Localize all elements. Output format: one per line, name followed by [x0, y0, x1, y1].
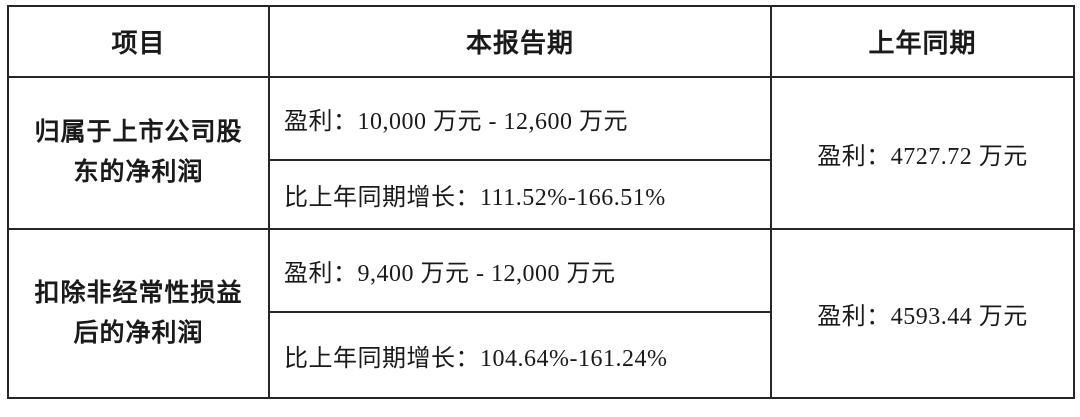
- net-profit-current-range: 盈利：10,000 万元 - 12,600 万元: [268, 76, 772, 161]
- net-profit-prior-value: 盈利：4727.72 万元: [770, 76, 1075, 230]
- table-row: 扣除非经常性损益 后的净利润 盈利：9,400 万元 - 12,000 万元 盈…: [7, 228, 1075, 399]
- row-label-net-profit-excl-nonrecurring: 扣除非经常性损益 后的净利润: [7, 228, 270, 399]
- header-current-period: 本报告期: [268, 5, 772, 78]
- table-row: 比上年同期增长：104.64%-161.24%: [8, 311, 1074, 399]
- header-item: 项目: [7, 5, 270, 78]
- row-label-net-profit-attributable: 归属于上市公司股 东的净利润: [7, 76, 270, 230]
- table-row: 归属于上市公司股 东的净利润 盈利：10,000 万元 - 12,600 万元 …: [7, 76, 1075, 230]
- table-row: 比上年同期增长：111.52%-166.51%: [8, 159, 1074, 230]
- row-label-line-1: 扣除非经常性损益: [34, 279, 243, 307]
- net-profit-yoy-growth: 比上年同期增长：111.52%-166.51%: [268, 159, 772, 230]
- row-label-line-2: 后的净利润: [73, 319, 204, 347]
- excl-nonrecurring-yoy-growth: 比上年同期增长：104.64%-161.24%: [268, 311, 772, 399]
- header-prior-period: 上年同期: [770, 5, 1075, 78]
- excl-nonrecurring-prior-value: 盈利：4593.44 万元: [770, 228, 1075, 399]
- row-label-line-1: 归属于上市公司股: [34, 119, 243, 146]
- excl-nonrecurring-current-range: 盈利：9,400 万元 - 12,000 万元: [268, 228, 772, 313]
- row-label-line-2: 东的净利润: [73, 159, 204, 186]
- financial-results-table: 项目 本报告期 上年同期 归属于上市公司股 东的净利润 盈利：10,000 万元…: [7, 5, 1075, 399]
- table-header-row: 项目 本报告期 上年同期: [7, 5, 1075, 78]
